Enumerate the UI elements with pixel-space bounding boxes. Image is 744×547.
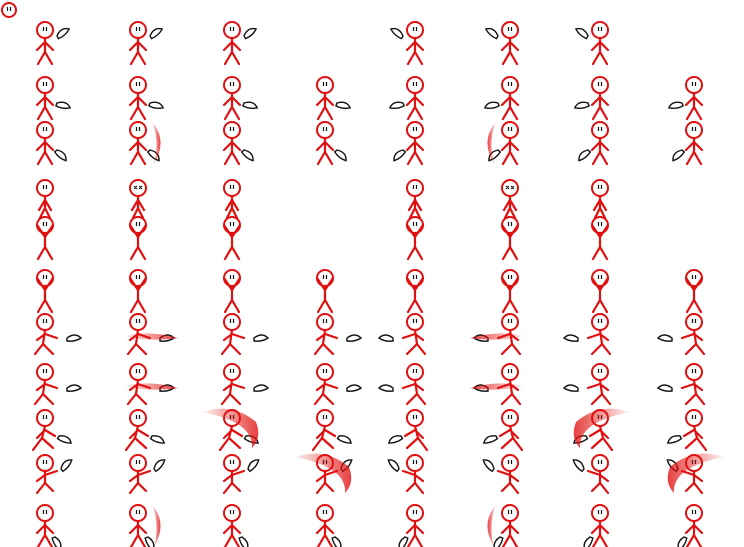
- sprite-frame: [222, 504, 249, 547]
- sprite-frame: [35, 269, 55, 314]
- sprite-frame: [124, 363, 178, 406]
- sprite-frame: [128, 269, 148, 314]
- sprite-frame: [406, 179, 424, 220]
- sprite-frame: [222, 216, 242, 261]
- sprite-frame: [667, 76, 704, 121]
- sprite-frame: [470, 363, 524, 406]
- sprite-frame: [35, 121, 67, 166]
- sprite-frame: [405, 216, 425, 261]
- sprite-frame: [562, 313, 612, 356]
- sprite-frame: [223, 179, 241, 220]
- sprite-frame: [487, 504, 520, 547]
- sprite-frame: [487, 121, 520, 166]
- sprite-frame: [311, 409, 353, 452]
- sprite-frame: [315, 121, 347, 166]
- sprite-frame: [315, 504, 342, 547]
- sprite-frame: [33, 363, 83, 406]
- sprite-frame: [128, 504, 161, 547]
- sprite-frame: [656, 363, 706, 406]
- corner-head-icon: [1, 2, 17, 18]
- sprite-frame: [387, 454, 425, 495]
- sprite-frame: [222, 454, 260, 495]
- sprite-frame: [202, 408, 260, 452]
- sprite-frame: [500, 216, 520, 261]
- sprite-frame: [483, 76, 520, 121]
- sprite-frame: [35, 76, 72, 121]
- sprite-frame: [222, 121, 254, 166]
- sprite-frame: [315, 76, 352, 121]
- sprite-frame: [572, 408, 630, 452]
- sprite-frame: [124, 409, 166, 452]
- sprite-frame: [222, 21, 258, 66]
- sprite-frame: [500, 269, 520, 314]
- sprite-frame: [389, 21, 425, 66]
- sprite-frame: [583, 504, 610, 547]
- sprite-frame: [470, 313, 524, 356]
- sprite-frame: [35, 21, 71, 66]
- sprite-frame: [35, 454, 73, 495]
- sprite-frame: [315, 269, 335, 314]
- sprite-frame: [405, 269, 425, 314]
- sprite-frame: [574, 21, 610, 66]
- sprite-frame: [220, 313, 270, 356]
- sprite-frame: [388, 76, 425, 121]
- sprite-frame: [377, 313, 427, 356]
- sprite-frame: [398, 504, 425, 547]
- sprite-frame: [222, 76, 259, 121]
- sprite-frame: [35, 216, 55, 261]
- sprite-frame: [590, 269, 610, 314]
- sprite-frame: [128, 216, 148, 261]
- sprite-frame: [220, 363, 270, 406]
- sprite-frame: [677, 504, 704, 547]
- sprite-frame: [124, 313, 178, 356]
- sprite-frame: [482, 454, 520, 495]
- sprite-frame: [591, 179, 609, 220]
- sprite-frame: [33, 313, 83, 356]
- sprite-frame: [573, 76, 610, 121]
- sprite-frame: [313, 363, 363, 406]
- sprite-frame: [656, 313, 706, 356]
- sprite-frame: [590, 216, 610, 261]
- sprite-frame: [666, 409, 708, 452]
- sprite-frame: [393, 121, 425, 166]
- sprite-frame: [572, 454, 610, 495]
- sprite-frame: [128, 21, 164, 66]
- sprite-frame: [684, 269, 704, 314]
- sprite-frames: [31, 21, 724, 547]
- sprite-frame: [128, 76, 165, 121]
- sprite-frame: [31, 409, 73, 452]
- sprite-frame: [484, 21, 520, 66]
- sprite-frame: [562, 363, 612, 406]
- sprite-frame: [387, 409, 429, 452]
- sprite-frame: [295, 453, 353, 495]
- sprite-frame: [36, 179, 54, 220]
- sprite-frame: [578, 121, 610, 166]
- sprite-frame: [666, 453, 724, 495]
- sprite-frame: [128, 121, 161, 166]
- sprite-frame: [482, 409, 524, 452]
- sprite-frame: [313, 313, 363, 356]
- sprite-frame: [672, 121, 704, 166]
- sprite-frame: [35, 504, 62, 547]
- sprite-frame: [128, 454, 166, 495]
- sprite-frame: [129, 179, 147, 220]
- sprite-frame: [377, 363, 427, 406]
- sprite-frame: [222, 269, 242, 314]
- sprite-frame: [501, 179, 519, 220]
